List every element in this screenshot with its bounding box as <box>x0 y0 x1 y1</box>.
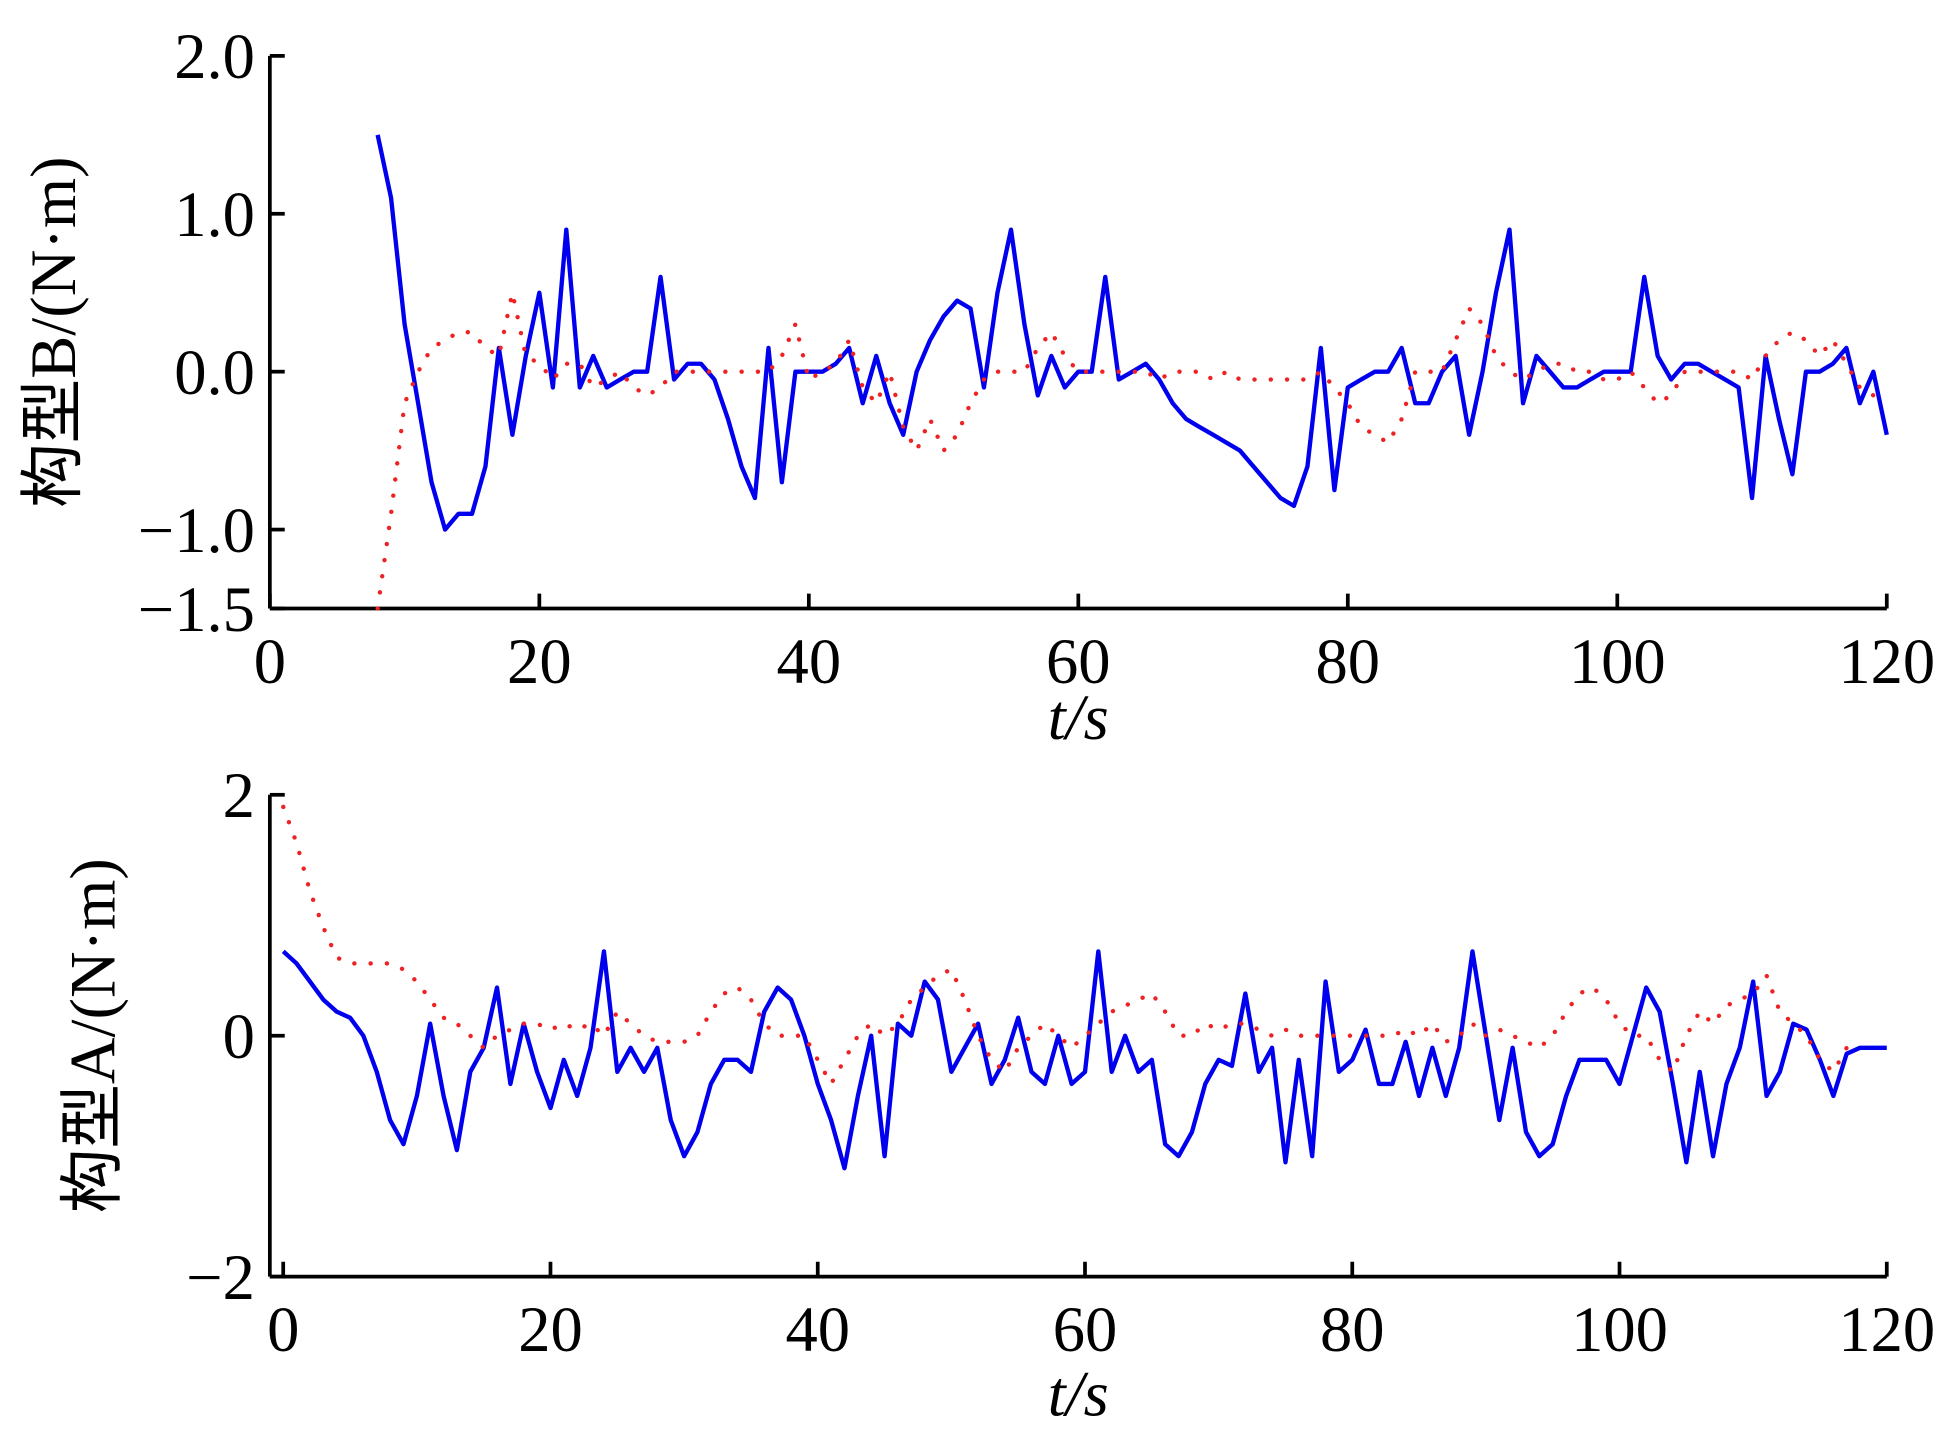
y-tick-label: 0 <box>223 1000 255 1072</box>
y-tick-label: 2.0 <box>174 20 255 92</box>
x-tick-label: 40 <box>777 625 842 697</box>
x-axis-label: t/s <box>1048 1358 1109 1430</box>
y-tick-label: −2 <box>186 1241 255 1313</box>
x-tick-label: 60 <box>1053 1293 1118 1365</box>
y-tick-label: 0.0 <box>174 336 255 408</box>
y-tick-label: −1.0 <box>138 494 255 566</box>
y-tick-label: −1.5 <box>138 573 255 645</box>
series-line <box>375 292 1889 611</box>
x-tick-label: 20 <box>518 1293 583 1365</box>
x-tick-label: 80 <box>1320 1293 1385 1365</box>
x-tick-label: 80 <box>1316 625 1381 697</box>
x-tick-label: 100 <box>1571 1293 1668 1365</box>
x-tick-label: 120 <box>1838 625 1935 697</box>
x-tick-label: 40 <box>785 1293 850 1365</box>
series-line <box>281 949 1887 1171</box>
y-tick-label: 1.0 <box>174 178 255 250</box>
y-axis-label: 构型B/(N·m) <box>17 156 89 507</box>
x-tick-label: 100 <box>1569 625 1666 697</box>
y-tick-label: 2 <box>223 759 255 831</box>
x-tick-label: 20 <box>507 625 572 697</box>
subplot: 2.0 1.0 0.0 −1.0−1.50 20 40 60 80 100 120 t/s 构型B/(… <box>17 20 1935 753</box>
x-tick-label: 120 <box>1838 1293 1935 1365</box>
series-line <box>281 804 1849 1089</box>
x-tick-label: 0 <box>267 1293 299 1365</box>
x-tick-label: 60 <box>1046 625 1111 697</box>
y-axis-label: 构型A/(N·m) <box>57 858 129 1213</box>
x-tick-label: 0 <box>254 625 286 697</box>
x-axis-label: t/s <box>1048 681 1109 753</box>
series-line <box>375 134 1889 532</box>
